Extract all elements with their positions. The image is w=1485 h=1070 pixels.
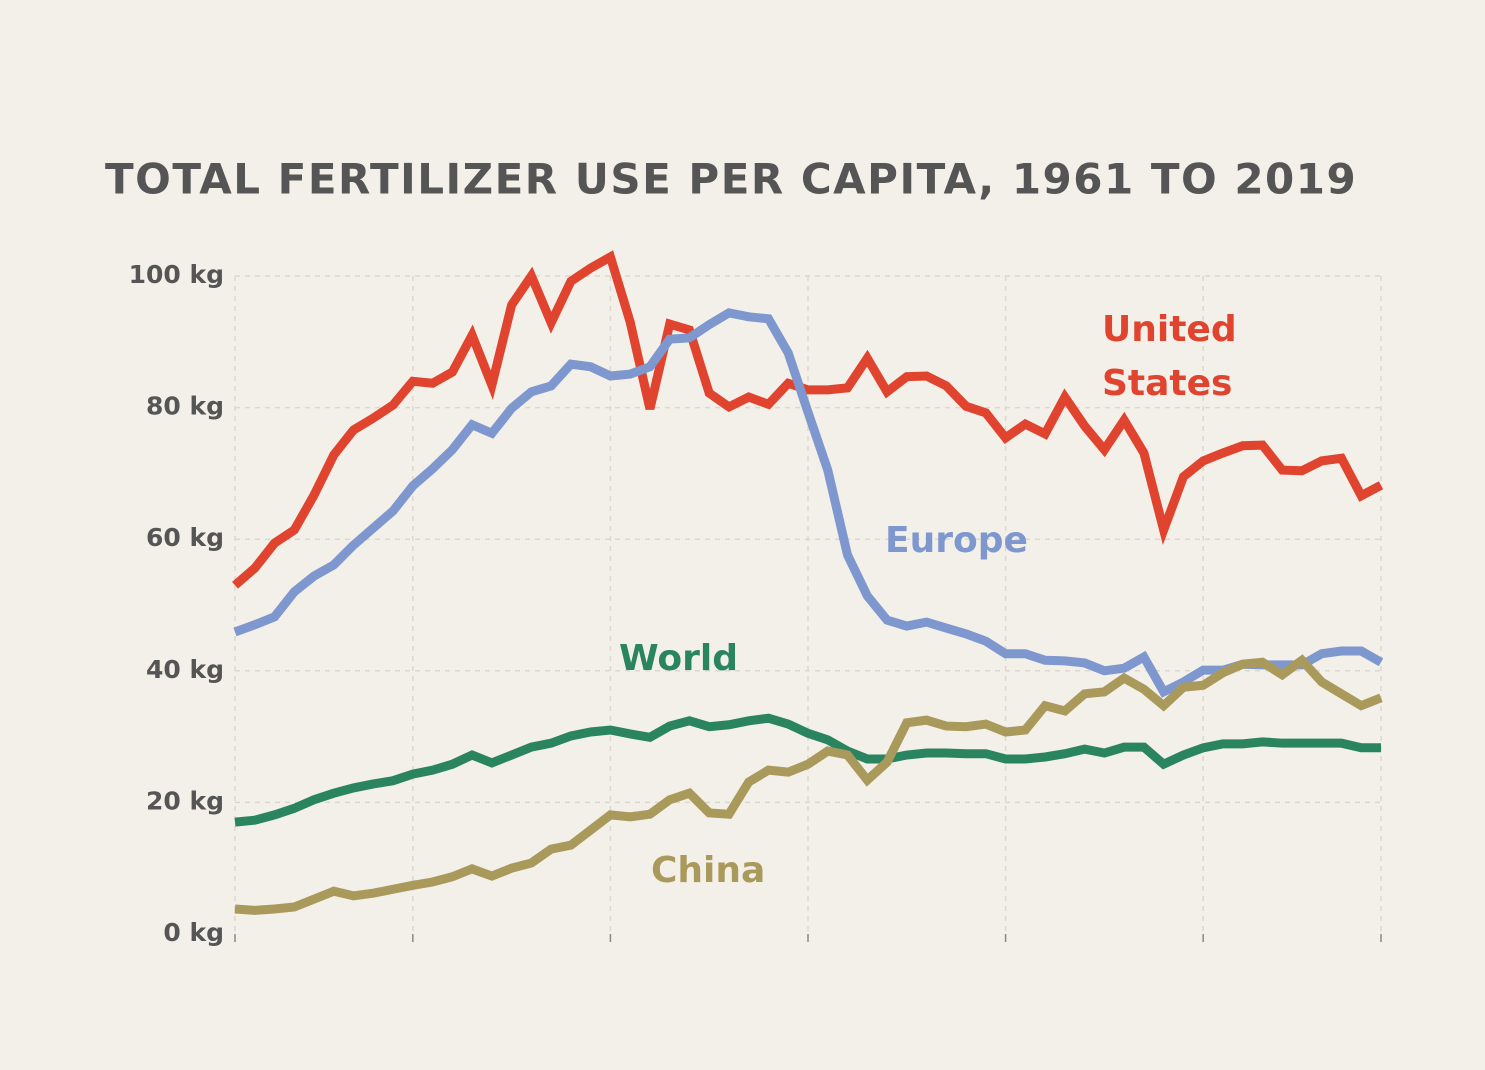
y-tick-label: 80 kg bbox=[146, 392, 224, 421]
series-line bbox=[233, 308, 1384, 698]
y-tick-label: 0 kg bbox=[163, 918, 224, 947]
series-line bbox=[234, 654, 1383, 915]
chart-title: TOTAL FERTILIZER USE PER CAPITA, 1961 TO… bbox=[105, 155, 1357, 204]
series-label: China bbox=[651, 850, 766, 891]
series-label: Europe bbox=[885, 520, 1028, 561]
series-line bbox=[234, 713, 1381, 827]
series-label: World bbox=[619, 638, 739, 679]
y-tick-label: 60 kg bbox=[146, 523, 224, 552]
y-tick-label: 20 kg bbox=[146, 786, 224, 815]
series-label: United States bbox=[1102, 309, 1237, 404]
y-tick-label: 40 kg bbox=[146, 655, 224, 684]
series-line bbox=[232, 250, 1384, 589]
y-tick-label: 100 kg bbox=[129, 260, 224, 289]
